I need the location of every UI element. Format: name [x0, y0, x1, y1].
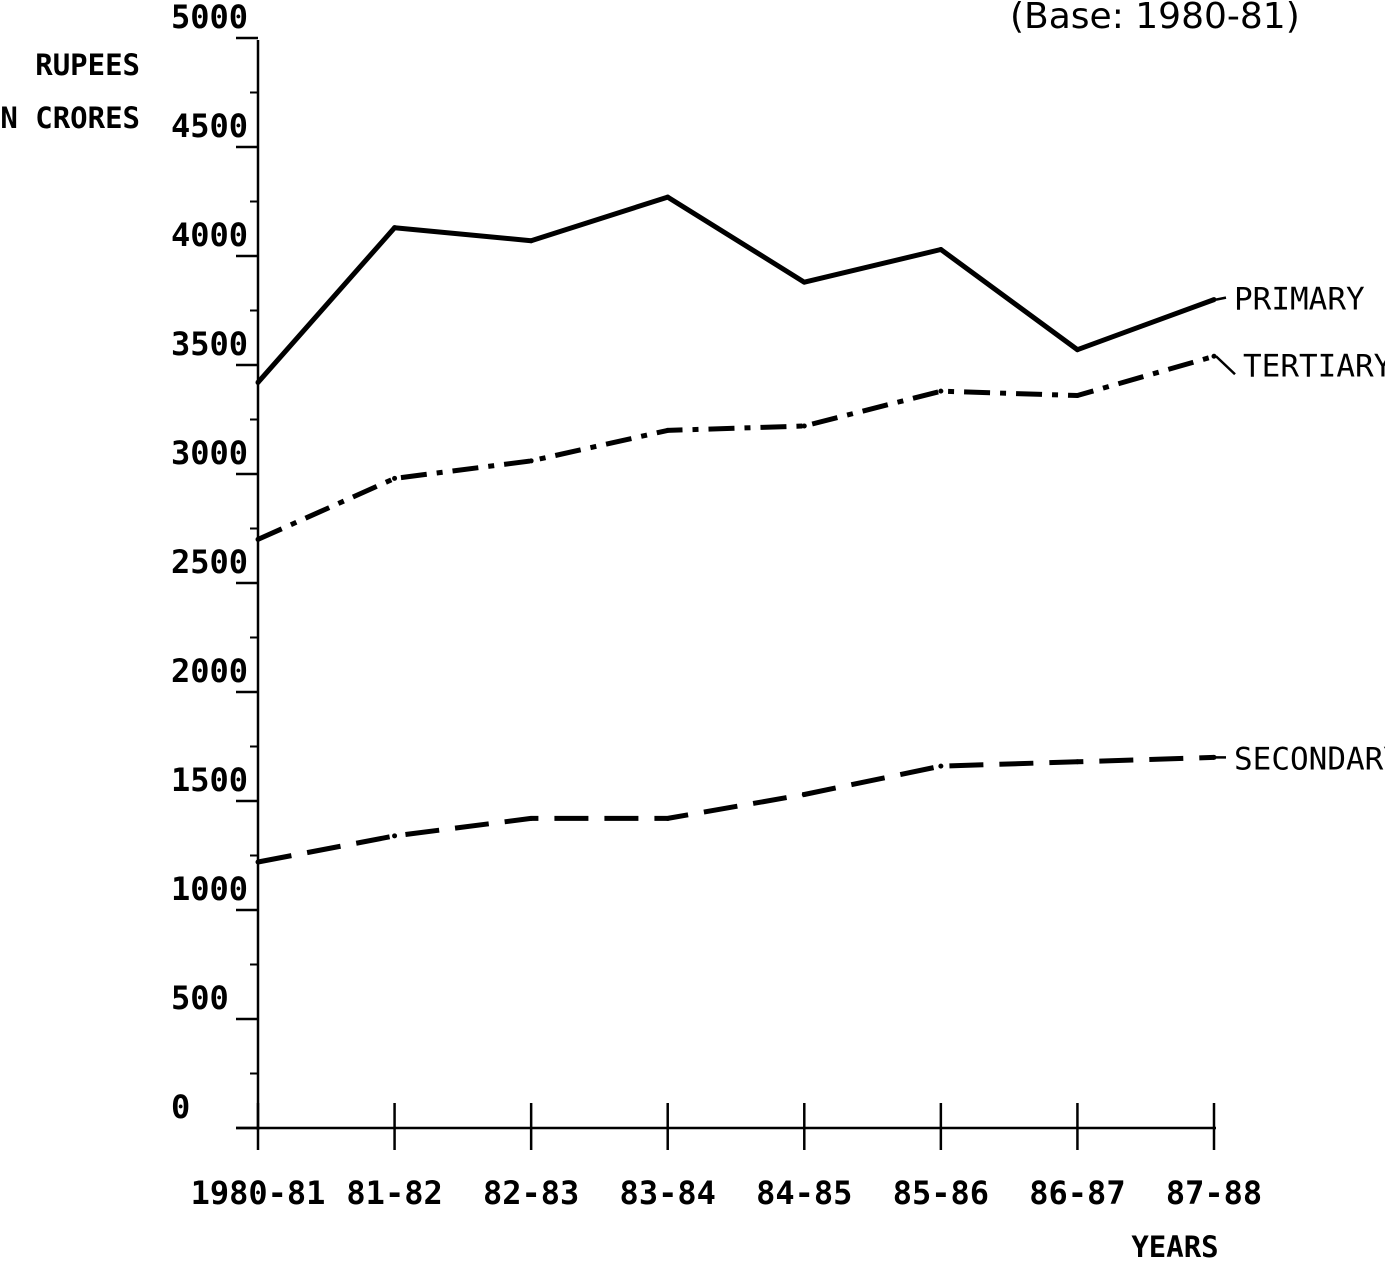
- data-point-tertiary: [1074, 393, 1080, 399]
- data-point-primary: [1211, 297, 1217, 303]
- data-point-tertiary: [528, 458, 534, 464]
- data-point-primary: [392, 225, 398, 231]
- series-label-primary: PRIMARY: [1234, 282, 1365, 318]
- data-point-primary: [528, 238, 534, 244]
- y-axis-title-line1: RUPEES: [35, 48, 140, 82]
- data-point-tertiary: [801, 423, 807, 429]
- series-label-leader: [1215, 296, 1227, 301]
- data-point-primary: [938, 246, 944, 252]
- x-axis-ticks: 1980-81 81-82 82-83 83-84 84-85 85-86 86-87 87-…: [191, 1103, 1262, 1212]
- data-point-secondary: [1211, 754, 1217, 760]
- data-point-primary: [255, 379, 261, 385]
- y-tick-label: 3500: [171, 325, 248, 363]
- y-tick-label: 4000: [171, 216, 248, 254]
- y-tick-label: 5000: [171, 0, 248, 36]
- x-tick-label: 84-85: [756, 1174, 852, 1212]
- x-tick-label: 85-86: [893, 1174, 989, 1212]
- y-tick-label: 2500: [171, 543, 248, 581]
- data-point-primary: [665, 194, 671, 200]
- y-tick-label: 3000: [171, 434, 248, 472]
- data-point-secondary: [938, 763, 944, 769]
- data-point-secondary: [1074, 759, 1080, 765]
- data-point-secondary: [528, 815, 534, 821]
- data-point-primary: [1074, 347, 1080, 353]
- data-point-secondary: [255, 859, 261, 865]
- y-tick-label: 4500: [171, 107, 248, 145]
- y-tick-label: 0: [171, 1088, 190, 1126]
- y-axis-ticks: 0 500 1000 1500 2000 2500 3000 3500 4000 4500 5000: [171, 0, 258, 1130]
- x-tick-label: 81-82: [346, 1174, 442, 1212]
- y-tick-label: 500: [171, 979, 229, 1017]
- chart-subtitle: (Base: 1980-81): [1010, 0, 1300, 37]
- y-tick-label: 1000: [171, 870, 248, 908]
- series-line-primary: [256, 194, 1215, 385]
- series-label-tertiary: TERTIARY: [1243, 348, 1385, 384]
- series-line-secondary: [257, 754, 1215, 865]
- x-tick-label: 83-84: [620, 1174, 716, 1212]
- data-point-tertiary: [1211, 353, 1217, 359]
- series-line-tertiary: [256, 353, 1215, 542]
- data-point-secondary: [392, 833, 398, 839]
- series-lines: [255, 194, 1217, 865]
- data-point-secondary: [665, 815, 671, 821]
- x-tick-label: 87-88: [1166, 1174, 1262, 1212]
- data-point-tertiary: [665, 427, 671, 433]
- y-axis-title-line2: IN CRORES: [0, 101, 140, 135]
- data-point-tertiary: [255, 536, 261, 542]
- x-axis-title: YEARS: [1131, 1230, 1218, 1264]
- series-label-leader: [1215, 355, 1236, 376]
- data-point-primary: [801, 279, 807, 285]
- data-point-secondary: [801, 791, 807, 797]
- data-point-tertiary: [938, 388, 944, 394]
- x-tick-label: 86-87: [1029, 1174, 1125, 1212]
- y-tick-label: 2000: [171, 652, 248, 690]
- x-tick-label: 1980-81: [191, 1174, 326, 1212]
- y-tick-label: 1500: [171, 761, 248, 799]
- data-point-tertiary: [392, 475, 398, 481]
- x-tick-label: 82-83: [483, 1174, 579, 1212]
